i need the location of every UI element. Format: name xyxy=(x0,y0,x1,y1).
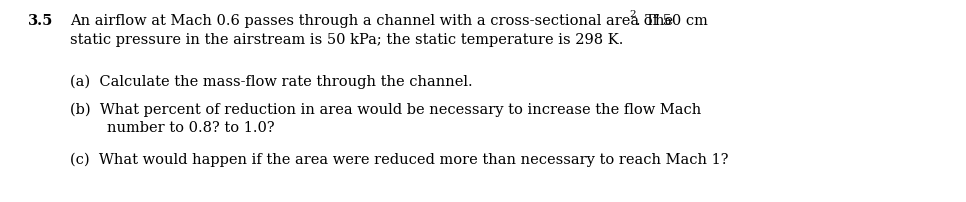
Text: 3.5: 3.5 xyxy=(28,14,53,28)
Text: (c)  What would happen if the area were reduced more than necessary to reach Mac: (c) What would happen if the area were r… xyxy=(70,153,728,167)
Text: static pressure in the airstream is 50 kPa; the static temperature is 298 K.: static pressure in the airstream is 50 k… xyxy=(70,33,623,47)
Text: (a)  Calculate the mass-flow rate through the channel.: (a) Calculate the mass-flow rate through… xyxy=(70,75,472,89)
Text: (b)  What percent of reduction in area would be necessary to increase the flow M: (b) What percent of reduction in area wo… xyxy=(70,103,701,117)
Text: number to 0.8? to 1.0?: number to 0.8? to 1.0? xyxy=(70,121,274,135)
Text: . The: . The xyxy=(636,14,673,28)
Text: 2: 2 xyxy=(629,10,636,19)
Text: An airflow at Mach 0.6 passes through a channel with a cross-sectional area of 5: An airflow at Mach 0.6 passes through a … xyxy=(70,14,708,28)
